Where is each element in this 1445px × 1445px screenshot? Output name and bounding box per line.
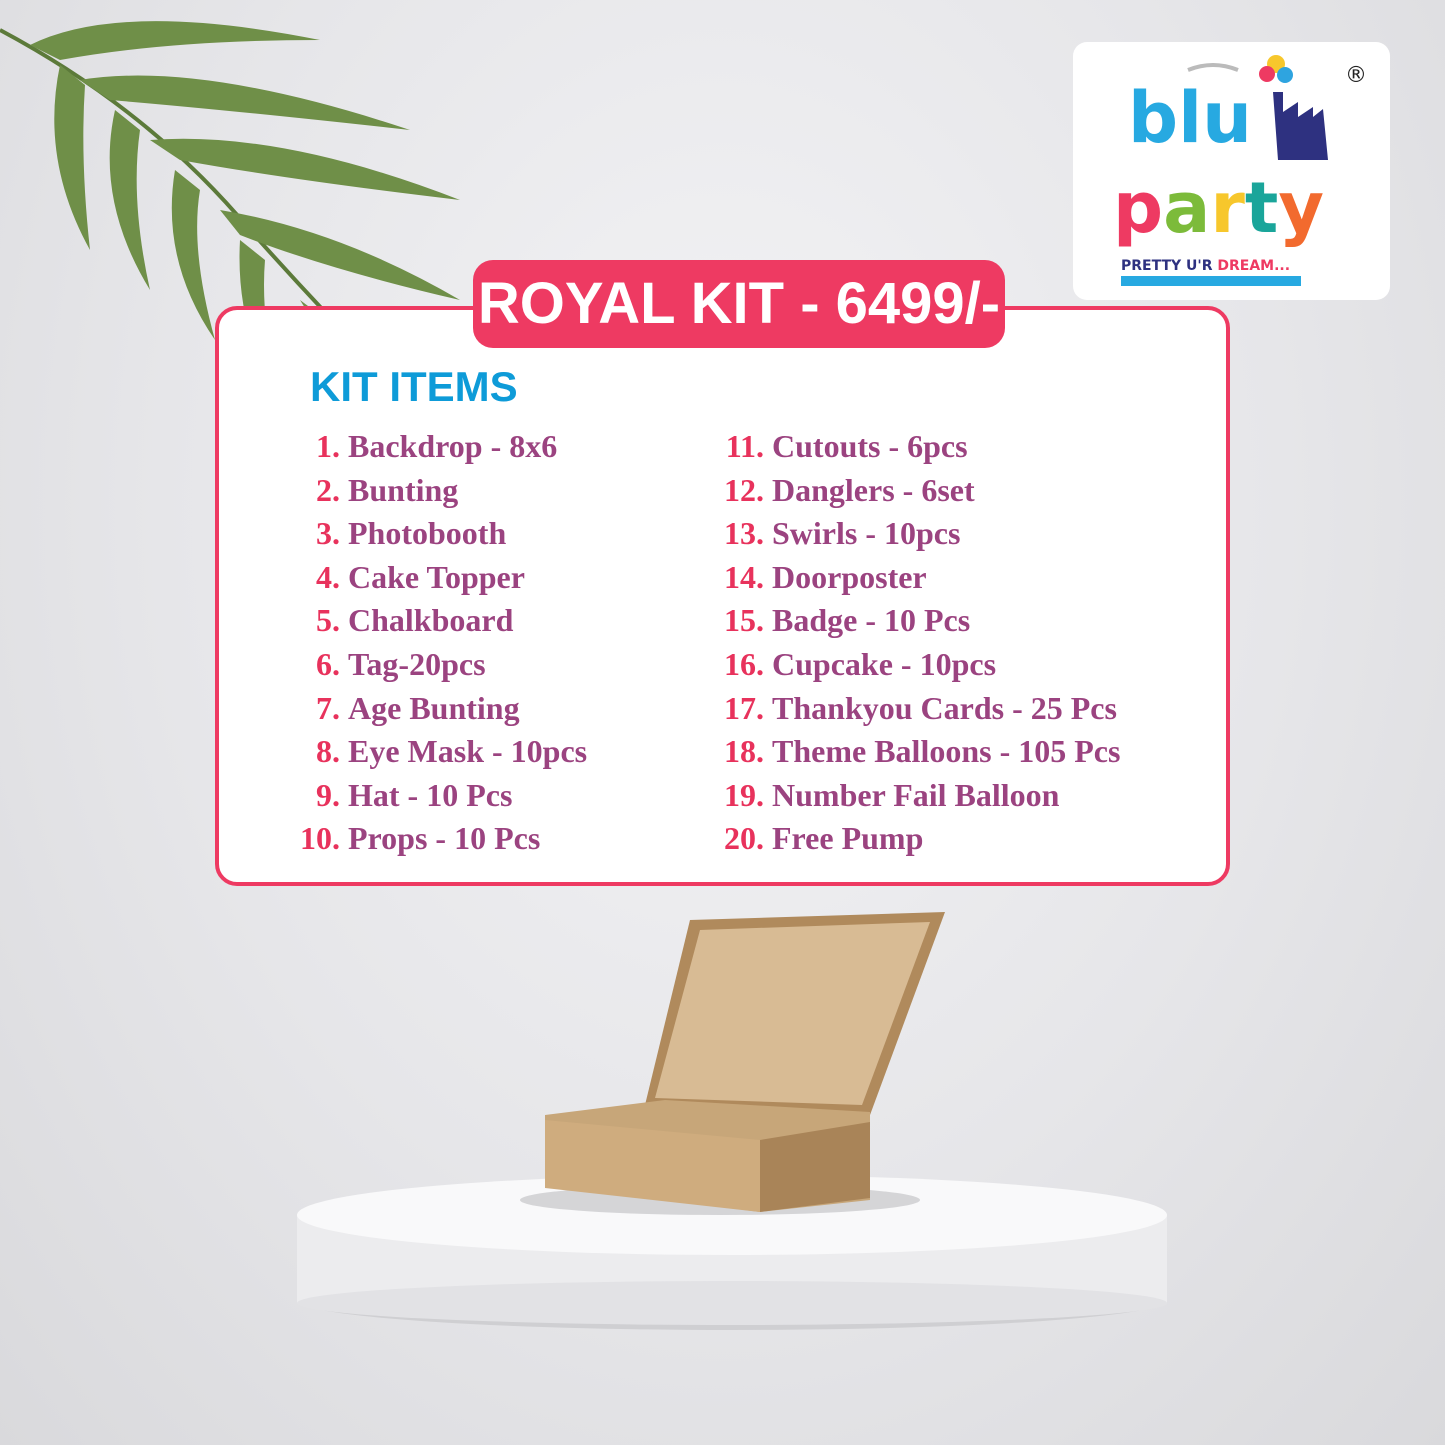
- kit-item: 14. Doorposter: [700, 557, 927, 597]
- kit-item-number: 3.: [316, 515, 340, 552]
- kit-item-number: 9.: [316, 776, 340, 813]
- kit-item: 19. Number Fail Balloon: [700, 775, 1059, 815]
- kit-item-number: 18.: [724, 733, 764, 770]
- kit-item-label: Cupcake - 10pcs: [772, 646, 997, 682]
- kit-item: 7. Age Bunting: [283, 688, 520, 728]
- kit-item: 11. Cutouts - 6pcs: [700, 426, 968, 466]
- kit-item-number: 2.: [316, 471, 340, 508]
- kit-item-label: Thankyou Cards - 25 Pcs: [772, 689, 1117, 726]
- kit-item-label: Number Fail Balloon: [772, 776, 1060, 813]
- kit-item-label: Chalkboard: [348, 602, 514, 639]
- svg-text:PRETTY U'R DREAM...: PRETTY U'R DREAM...: [1121, 258, 1290, 274]
- kit-item-label: Backdrop - 8x6: [348, 428, 558, 464]
- kit-item-number: 6.: [316, 646, 340, 682]
- kit-item-number: 5.: [316, 602, 340, 639]
- blu-party-logo: blu party PRETTY U'R DREAM... ®: [1073, 42, 1390, 300]
- kit-item: 1. Backdrop - 8x6: [283, 426, 557, 466]
- kit-item: 8. Eye Mask - 10pcs: [283, 731, 587, 771]
- kit-item-label: Props - 10 Pcs: [348, 820, 541, 857]
- kit-item-number: 11.: [725, 428, 764, 464]
- kit-item-label: Badge - 10 Pcs: [772, 602, 971, 639]
- kit-item-label: Hat - 10 Pcs: [348, 776, 513, 813]
- kit-item-number: 7.: [316, 689, 340, 726]
- kit-item-label: Cutouts - 6pcs: [772, 428, 968, 464]
- kit-item: 18. Theme Balloons - 105 Pcs: [700, 731, 1120, 771]
- kit-item: 4. Cake Topper: [283, 557, 525, 597]
- kit-item-number: 10.: [300, 820, 340, 857]
- kit-item: 6. Tag-20pcs: [283, 644, 486, 684]
- kit-items-heading: KIT ITEMS: [310, 363, 518, 410]
- kit-item-number: 17.: [724, 689, 764, 726]
- kit-item-number: 13.: [724, 515, 764, 552]
- kit-item-number: 12.: [724, 471, 764, 508]
- kit-item-label: Danglers - 6set: [772, 471, 975, 508]
- kit-item-label: Photobooth: [348, 515, 507, 552]
- kit-item-label: Eye Mask - 10pcs: [348, 733, 588, 770]
- svg-text:party: party: [1113, 167, 1324, 249]
- kit-item-label: Cake Topper: [348, 558, 525, 595]
- kit-item-label: Bunting: [348, 471, 459, 508]
- kit-item: 17. Thankyou Cards - 25 Pcs: [700, 688, 1117, 728]
- kit-item-number: 1.: [316, 428, 340, 464]
- svg-text:®: ®: [1345, 63, 1367, 88]
- kit-item: 10. Props - 10 Pcs: [283, 818, 540, 858]
- kit-item-number: 20.: [724, 820, 764, 857]
- kit-item-number: 4.: [316, 558, 340, 595]
- kit-item-label: Age Bunting: [348, 689, 520, 726]
- kit-item: 16. Cupcake - 10pcs: [700, 644, 996, 684]
- kit-item: 15. Badge - 10 Pcs: [700, 600, 970, 640]
- kit-item-label: Free Pump: [772, 820, 924, 857]
- kit-item-number: 19.: [724, 776, 764, 813]
- kit-item-number: 14.: [724, 558, 764, 595]
- kit-item: 12. Danglers - 6set: [700, 470, 975, 510]
- kit-item: 2. Bunting: [283, 470, 458, 510]
- kit-item-label: Tag-20pcs: [348, 646, 486, 682]
- kit-item: 13. Swirls - 10pcs: [700, 513, 960, 553]
- kit-item: 5. Chalkboard: [283, 600, 513, 640]
- kit-item-label: Doorposter: [772, 558, 927, 595]
- kit-item: 3. Photobooth: [283, 513, 506, 553]
- kit-item-label: Theme Balloons - 105 Pcs: [772, 733, 1121, 770]
- kit-title-price: ROYAL KIT - 6499/-: [473, 260, 1005, 348]
- kit-item-number: 8.: [316, 733, 340, 770]
- kit-item: 20. Free Pump: [700, 818, 923, 858]
- kit-item-number: 15.: [724, 602, 764, 639]
- svg-text:blu: blu: [1128, 77, 1252, 159]
- kit-items-card: [215, 306, 1230, 886]
- kit-item-number: 16.: [724, 646, 764, 682]
- kit-item-label: Swirls - 10pcs: [772, 515, 961, 552]
- kit-item: 9. Hat - 10 Pcs: [283, 775, 512, 815]
